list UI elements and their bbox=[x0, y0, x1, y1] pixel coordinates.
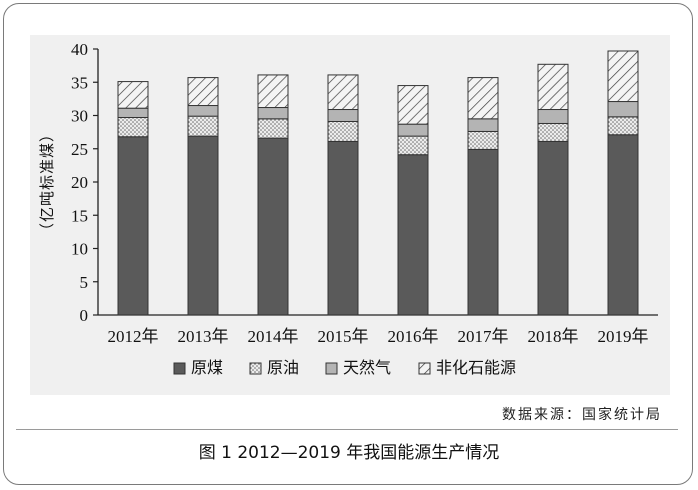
y-tick-label: 35 bbox=[71, 73, 88, 92]
bar-segment bbox=[537, 140, 569, 316]
caption-divider bbox=[16, 429, 678, 430]
y-tick-label: 25 bbox=[71, 140, 88, 159]
bar-segment bbox=[607, 101, 639, 118]
y-tick-label: 40 bbox=[71, 40, 88, 59]
bar-segment bbox=[537, 122, 569, 142]
bar-segment bbox=[187, 135, 219, 316]
bar-segment bbox=[327, 120, 359, 142]
y-tick-label: 0 bbox=[80, 306, 89, 325]
x-tick-label: 2014年 bbox=[248, 327, 299, 346]
data-source-note: 数据来源：国家统计局 bbox=[502, 407, 662, 423]
legend-item: 天然气 bbox=[325, 358, 391, 377]
legend-item: 原油 bbox=[249, 358, 299, 377]
y-tick-label: 20 bbox=[71, 173, 88, 192]
legend-label: 非化石能源 bbox=[436, 358, 516, 377]
legend-item: 非化石能源 bbox=[418, 358, 516, 377]
bar-segment bbox=[397, 135, 429, 156]
x-tick-label: 2016年 bbox=[388, 327, 439, 346]
x-tick-label: 2018年 bbox=[528, 327, 579, 346]
legend-swatch bbox=[418, 362, 431, 375]
chart-panel: 0 5 10 15 20 25 30 35 40 （亿吨标准煤） 2012年 2013年 2014年 20… bbox=[30, 35, 670, 395]
bar-segment bbox=[187, 105, 219, 117]
legend-item: 原煤 bbox=[173, 358, 223, 377]
x-tick-label: 2019年 bbox=[598, 327, 649, 346]
bar-segment bbox=[327, 74, 359, 111]
bar-segment bbox=[607, 116, 639, 136]
bar-segment bbox=[117, 81, 149, 109]
bar-segment bbox=[537, 109, 569, 124]
y-tick-label: 10 bbox=[71, 240, 88, 259]
bar-segment bbox=[607, 50, 639, 103]
legend: 原煤 原油 天然气 非化石能源 bbox=[173, 358, 516, 377]
y-tick-label: 5 bbox=[80, 273, 89, 292]
bar-segment bbox=[257, 137, 289, 316]
x-tick-label: 2015年 bbox=[318, 327, 369, 346]
bar-segment bbox=[327, 140, 359, 316]
bar-segment bbox=[257, 107, 289, 120]
bar-segment bbox=[117, 107, 149, 118]
x-tick-label: 2013年 bbox=[178, 327, 229, 346]
bar-segment bbox=[467, 130, 499, 150]
y-tick-label: 30 bbox=[71, 107, 88, 126]
bar-segment bbox=[257, 74, 289, 109]
legend-swatch bbox=[173, 362, 186, 375]
legend-swatch bbox=[325, 362, 338, 375]
x-tick-label: 2017年 bbox=[458, 327, 509, 346]
bar-segment bbox=[187, 77, 219, 107]
bars-layer bbox=[117, 50, 639, 316]
bar-segment bbox=[117, 116, 149, 138]
legend-label: 原油 bbox=[267, 358, 299, 377]
legend-label: 原煤 bbox=[191, 358, 223, 377]
bar-segment bbox=[537, 63, 569, 111]
legend-label: 天然气 bbox=[343, 358, 391, 377]
bar-segment bbox=[187, 115, 219, 137]
y-axis-label: （亿吨标准煤） bbox=[38, 126, 56, 238]
legend-swatch bbox=[249, 362, 262, 375]
bar-segment bbox=[397, 154, 429, 316]
bar-segment bbox=[117, 136, 149, 316]
bar-segment bbox=[257, 118, 289, 139]
bar-segment bbox=[467, 148, 499, 316]
x-tick-label: 2012年 bbox=[108, 327, 159, 346]
chart: 0 5 10 15 20 25 30 35 40 （亿吨标准煤） 2012年 2013年 2014年 20… bbox=[38, 40, 658, 377]
bar-segment bbox=[607, 134, 639, 316]
bar-segment bbox=[327, 109, 359, 122]
figure-caption: 图 1 2012—2019 年我国能源生产情况 bbox=[198, 443, 500, 463]
axes-layer: 0 5 10 15 20 25 30 35 40 （亿吨标准煤） 2012年 2013年 2014年 20… bbox=[38, 40, 658, 346]
bar-segment bbox=[467, 118, 499, 132]
bar-segment bbox=[397, 85, 429, 125]
bar-segment bbox=[467, 77, 499, 120]
y-tick-label: 15 bbox=[71, 206, 88, 225]
bar-segment bbox=[397, 123, 429, 137]
